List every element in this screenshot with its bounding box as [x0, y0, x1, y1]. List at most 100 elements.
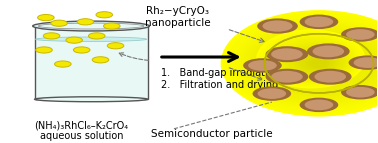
Ellipse shape	[256, 29, 366, 89]
Ellipse shape	[293, 50, 339, 74]
Circle shape	[266, 69, 308, 85]
Ellipse shape	[260, 31, 378, 95]
Ellipse shape	[263, 33, 375, 94]
Text: (NH₄)₃RhCl₆–K₂CrO₄: (NH₄)₃RhCl₆–K₂CrO₄	[35, 120, 129, 130]
Circle shape	[96, 12, 113, 18]
Circle shape	[307, 43, 350, 59]
Circle shape	[77, 19, 94, 25]
Ellipse shape	[35, 97, 147, 102]
Ellipse shape	[268, 36, 357, 84]
Circle shape	[305, 100, 333, 110]
Ellipse shape	[38, 23, 144, 29]
Ellipse shape	[247, 24, 378, 102]
Circle shape	[341, 27, 378, 42]
Ellipse shape	[311, 59, 327, 68]
Ellipse shape	[252, 27, 378, 99]
Ellipse shape	[248, 25, 378, 102]
Text: aqueous solution: aqueous solution	[40, 131, 123, 141]
Ellipse shape	[225, 12, 378, 114]
Circle shape	[300, 15, 338, 29]
Circle shape	[341, 85, 378, 99]
Circle shape	[92, 57, 109, 63]
Ellipse shape	[232, 17, 378, 110]
Ellipse shape	[240, 21, 378, 106]
Text: nanoparticle: nanoparticle	[145, 18, 211, 28]
Circle shape	[266, 46, 308, 62]
Circle shape	[314, 71, 346, 83]
Text: Semiconductor particle: Semiconductor particle	[151, 129, 273, 139]
Ellipse shape	[245, 23, 378, 104]
Ellipse shape	[271, 37, 355, 83]
Ellipse shape	[237, 19, 378, 108]
Ellipse shape	[236, 18, 378, 108]
Circle shape	[253, 86, 291, 101]
Ellipse shape	[33, 21, 149, 31]
Ellipse shape	[302, 54, 333, 71]
Circle shape	[43, 33, 60, 39]
Ellipse shape	[227, 14, 378, 113]
Ellipse shape	[305, 56, 331, 70]
Ellipse shape	[243, 23, 378, 104]
Ellipse shape	[259, 31, 378, 96]
Ellipse shape	[262, 33, 376, 94]
Circle shape	[313, 45, 344, 57]
Ellipse shape	[228, 14, 378, 112]
Ellipse shape	[231, 15, 378, 111]
Text: 1.   Band-gap irradiation: 1. Band-gap irradiation	[161, 67, 280, 78]
Ellipse shape	[253, 28, 378, 99]
Ellipse shape	[279, 42, 349, 80]
Ellipse shape	[291, 48, 341, 75]
Circle shape	[54, 61, 71, 67]
Ellipse shape	[257, 30, 378, 97]
Circle shape	[107, 43, 124, 49]
Circle shape	[73, 47, 90, 53]
Ellipse shape	[235, 18, 378, 109]
Circle shape	[300, 98, 338, 112]
Circle shape	[346, 87, 375, 98]
Circle shape	[305, 16, 333, 27]
Ellipse shape	[234, 17, 378, 110]
Ellipse shape	[239, 20, 378, 107]
Text: 2.   Filtration and drying: 2. Filtration and drying	[161, 80, 278, 90]
Circle shape	[37, 14, 54, 21]
Circle shape	[257, 18, 298, 34]
Circle shape	[346, 29, 375, 40]
Circle shape	[271, 48, 303, 60]
Ellipse shape	[251, 27, 378, 100]
Ellipse shape	[265, 34, 359, 85]
Ellipse shape	[299, 53, 335, 72]
Ellipse shape	[242, 21, 378, 105]
Circle shape	[271, 71, 303, 83]
Ellipse shape	[308, 57, 329, 69]
Ellipse shape	[296, 51, 337, 73]
Ellipse shape	[238, 20, 378, 107]
Circle shape	[243, 58, 282, 73]
Circle shape	[51, 20, 67, 26]
Circle shape	[309, 69, 352, 85]
Circle shape	[248, 60, 277, 71]
Circle shape	[257, 88, 286, 99]
Ellipse shape	[221, 10, 378, 117]
Ellipse shape	[254, 28, 378, 98]
Polygon shape	[35, 26, 147, 99]
Text: Rh₂−yCryO₃: Rh₂−yCryO₃	[146, 6, 209, 16]
Ellipse shape	[261, 32, 377, 95]
Ellipse shape	[259, 31, 363, 87]
Circle shape	[353, 57, 378, 68]
Circle shape	[88, 33, 105, 39]
Ellipse shape	[249, 25, 378, 101]
Ellipse shape	[229, 15, 378, 112]
Circle shape	[349, 55, 378, 70]
Circle shape	[262, 20, 293, 32]
Circle shape	[66, 37, 82, 43]
Ellipse shape	[36, 37, 147, 41]
Ellipse shape	[276, 40, 351, 81]
Ellipse shape	[223, 11, 378, 115]
Ellipse shape	[285, 45, 345, 78]
Ellipse shape	[288, 46, 343, 77]
Circle shape	[36, 47, 52, 53]
Ellipse shape	[226, 13, 378, 114]
Ellipse shape	[282, 43, 347, 79]
Ellipse shape	[258, 30, 378, 97]
Circle shape	[104, 23, 120, 29]
